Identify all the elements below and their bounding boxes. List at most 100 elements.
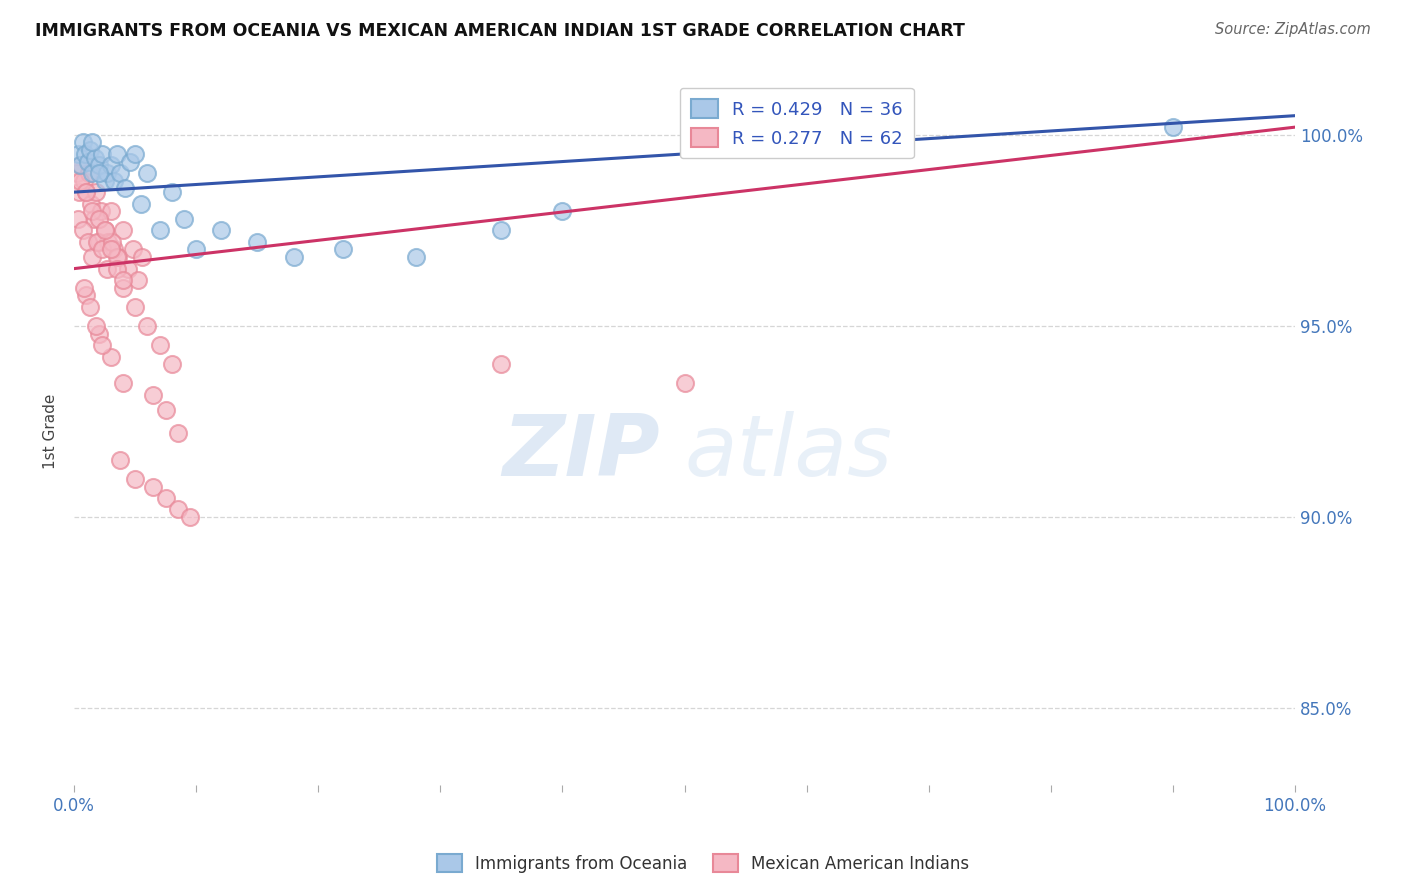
Point (90, 204, 112, 219)
Point (673, 376, 696, 391)
Point (76, 235, 98, 249)
Point (93, 174, 115, 188)
Point (332, 243, 354, 257)
Point (101, 235, 124, 249)
Point (79, 300, 101, 314)
Point (91, 243, 114, 257)
Point (124, 472, 146, 486)
Point (75, 147, 97, 161)
Point (82, 204, 104, 219)
Text: IMMIGRANTS FROM OCEANIA VS MEXICAN AMERICAN INDIAN 1ST GRADE CORRELATION CHART: IMMIGRANTS FROM OCEANIA VS MEXICAN AMERI… (35, 22, 965, 40)
Point (105, 261, 128, 276)
Point (72, 136, 94, 150)
Point (73, 281, 96, 295)
Point (82, 166, 104, 180)
Point (110, 452, 132, 467)
Point (91, 338, 114, 352)
Point (100, 158, 122, 172)
Point (93, 223, 115, 237)
Point (551, 204, 574, 219)
Point (148, 223, 170, 237)
Point (111, 273, 134, 287)
Point (120, 154, 142, 169)
Point (105, 250, 128, 264)
Point (100, 243, 122, 257)
Point (405, 250, 427, 264)
Point (87, 211, 110, 226)
Point (70, 158, 93, 172)
Point (173, 211, 195, 226)
Point (84, 185, 107, 199)
Point (87, 158, 110, 172)
Point (75, 288, 97, 302)
Text: atlas: atlas (685, 411, 893, 494)
Point (67, 185, 90, 199)
Point (73, 174, 96, 188)
Point (82, 250, 104, 264)
Point (155, 491, 177, 505)
Point (82, 136, 104, 150)
Point (83, 151, 105, 165)
Point (111, 223, 134, 237)
Point (66, 211, 89, 226)
Point (72, 223, 94, 237)
Point (124, 147, 146, 161)
Point (110, 166, 132, 180)
Point (129, 196, 152, 211)
Point (142, 479, 165, 493)
Point (96, 261, 118, 276)
Point (117, 261, 139, 276)
Point (97, 235, 120, 249)
Point (77, 166, 100, 180)
Point (107, 250, 129, 264)
Point (1161, 120, 1184, 135)
Point (131, 250, 153, 264)
Y-axis label: 1st Grade: 1st Grade (44, 393, 58, 469)
Point (87, 326, 110, 341)
Point (179, 510, 201, 524)
Point (491, 223, 513, 237)
Text: Source: ZipAtlas.com: Source: ZipAtlas.com (1215, 22, 1371, 37)
Point (136, 318, 159, 333)
Point (87, 235, 110, 249)
Point (105, 147, 128, 161)
Point (155, 403, 177, 417)
Point (491, 357, 513, 371)
Point (87, 166, 110, 180)
Point (103, 243, 125, 257)
Point (111, 281, 134, 295)
Point (283, 250, 305, 264)
Point (80, 196, 103, 211)
Point (84, 318, 107, 333)
Point (65, 166, 87, 180)
Point (96, 166, 118, 180)
Point (69, 174, 91, 188)
Point (142, 388, 165, 402)
Legend: R = 0.429   N = 36, R = 0.277   N = 62: R = 0.429 N = 36, R = 0.277 N = 62 (679, 88, 914, 159)
Point (209, 223, 232, 237)
Point (100, 350, 122, 364)
Legend: Immigrants from Oceania, Mexican American Indians: Immigrants from Oceania, Mexican America… (430, 847, 976, 880)
Point (91, 147, 114, 161)
Point (124, 300, 146, 314)
Point (69, 158, 91, 172)
Point (856, 128, 879, 142)
Point (186, 243, 208, 257)
Point (66, 147, 89, 161)
Point (83, 211, 105, 226)
Point (79, 143, 101, 157)
Point (160, 185, 183, 199)
Point (114, 181, 136, 195)
Point (167, 502, 190, 516)
Point (121, 243, 143, 257)
Point (75, 185, 97, 199)
Point (167, 425, 190, 440)
Point (127, 273, 149, 287)
Point (100, 204, 122, 219)
Point (160, 357, 183, 371)
Point (111, 376, 134, 391)
Point (75, 185, 97, 199)
Point (86, 235, 108, 249)
Point (246, 235, 269, 249)
Point (76, 154, 98, 169)
